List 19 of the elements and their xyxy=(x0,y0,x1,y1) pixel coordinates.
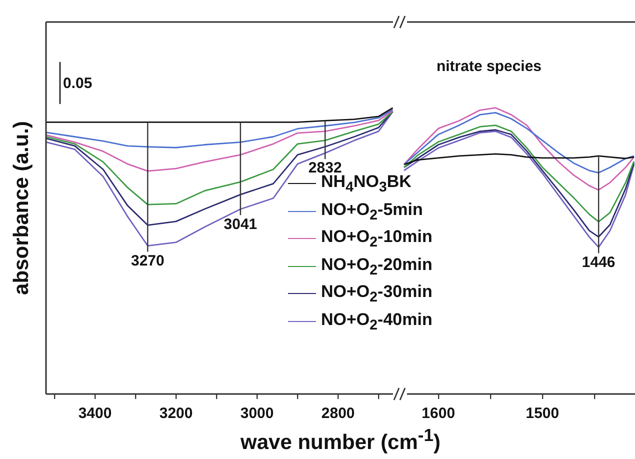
x-tick-label: 2800 xyxy=(321,405,355,422)
x-tick-label: 1600 xyxy=(422,405,456,422)
annotation: 1446 xyxy=(582,254,616,271)
legend-label: NO+O$_{2}$-5min xyxy=(321,200,423,223)
legend-label: NO+O$_{2}$-40min xyxy=(321,310,432,333)
x-tick-label: 3000 xyxy=(240,405,274,422)
annotation: 3041 xyxy=(224,216,258,233)
annotation: 3270 xyxy=(130,252,164,270)
legend-label: NO+O$_{2}$-30min xyxy=(321,282,432,306)
y-axis-title: absorbance (a.u.) xyxy=(10,121,34,295)
x-axis-title: wave number (cm$^{-1}$) xyxy=(240,425,442,455)
x-tick-label: 1500 xyxy=(526,405,560,422)
legend-label: NO+O$_{2}$-20min xyxy=(321,254,432,278)
legend-label: NH$_{4}$NO$_{3}$BK xyxy=(321,172,412,196)
text: nitrate species xyxy=(436,58,542,76)
legend-label: NO+O$_{2}$-10min xyxy=(321,227,432,250)
text: 0.05 xyxy=(63,75,92,92)
x-tick-label: 3200 xyxy=(159,405,193,422)
x-tick-label: 3400 xyxy=(78,405,112,422)
